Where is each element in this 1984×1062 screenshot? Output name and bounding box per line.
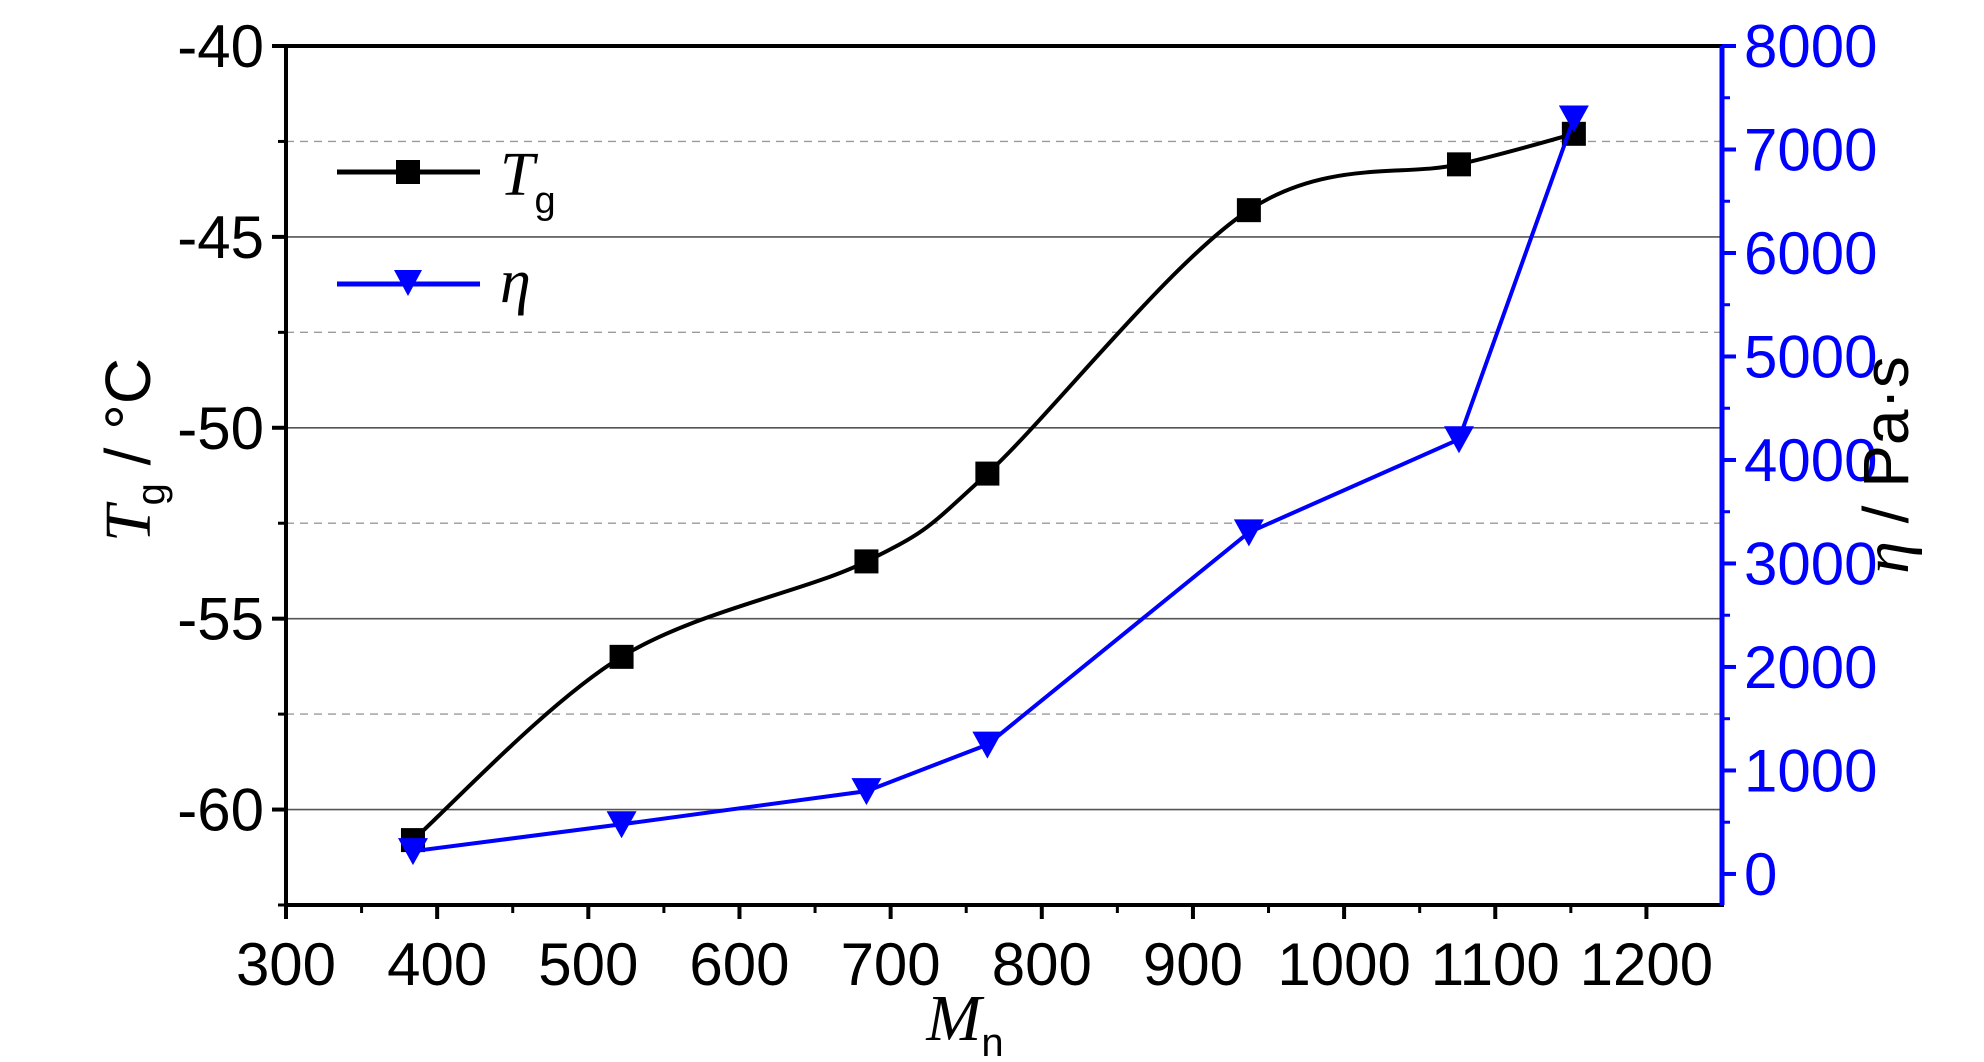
data-point-eta bbox=[1558, 105, 1589, 133]
y-right-tick-label: 4000 bbox=[1744, 427, 1877, 494]
y-left-tick-label: -45 bbox=[177, 204, 264, 271]
y-left-tick-label: -50 bbox=[177, 395, 264, 462]
data-point-tg bbox=[854, 549, 879, 574]
y-left-tick-label: -55 bbox=[177, 586, 264, 653]
legend-label-eta: η bbox=[500, 248, 531, 316]
y-right-tick-label: 1000 bbox=[1744, 737, 1877, 804]
data-point-eta bbox=[851, 778, 882, 806]
legend-label-tg: Tg bbox=[500, 141, 556, 222]
y-right-tick-label: 2000 bbox=[1744, 634, 1877, 701]
x-tick-label: 700 bbox=[841, 931, 941, 998]
y-right-tick-label: 3000 bbox=[1744, 530, 1877, 597]
x-axis-title: Mn bbox=[925, 982, 1003, 1062]
legend: Tg η bbox=[337, 141, 556, 316]
y-left-tick-label: -40 bbox=[177, 13, 264, 80]
data-point-eta bbox=[606, 811, 637, 839]
y-right-tick-label: 6000 bbox=[1744, 220, 1877, 287]
x-tick-label: 400 bbox=[387, 931, 487, 998]
data-point-eta bbox=[972, 731, 1003, 759]
x-tick-label: 1200 bbox=[1580, 931, 1713, 998]
y-right-tick-label: 5000 bbox=[1744, 323, 1877, 390]
series-layer bbox=[397, 105, 1589, 866]
data-point-eta bbox=[1443, 426, 1474, 454]
data-point-tg bbox=[1446, 152, 1471, 177]
legend-marker-tg bbox=[396, 160, 420, 184]
y-left-axis-title: Tg / °C bbox=[92, 358, 173, 542]
data-point-eta bbox=[1233, 519, 1264, 547]
gridlines bbox=[286, 140, 1722, 811]
y-right-tick-label: 0 bbox=[1744, 841, 1777, 908]
data-point-tg bbox=[1236, 198, 1261, 223]
x-tick-label: 1100 bbox=[1431, 931, 1560, 998]
legend-marker-eta bbox=[394, 270, 422, 296]
ticks-layer: 300 400 500 600 700 800 900 1000 1100 1200 -60 -55 -… bbox=[177, 13, 1877, 998]
y-right-tick-label: 7000 bbox=[1744, 116, 1877, 183]
y-left-tick-label: -60 bbox=[177, 777, 264, 844]
data-point-tg bbox=[609, 644, 634, 669]
x-tick-label: 600 bbox=[689, 931, 789, 998]
y-right-tick-label: 8000 bbox=[1744, 13, 1877, 80]
data-point-eta bbox=[397, 838, 428, 866]
x-tick-label: 500 bbox=[538, 931, 638, 998]
data-point-tg bbox=[975, 461, 1000, 486]
x-tick-label: 300 bbox=[236, 931, 336, 998]
y-right-axis-title: η / Pa·s bbox=[1850, 356, 1923, 574]
x-tick-label: 900 bbox=[1143, 931, 1243, 998]
x-tick-label: 800 bbox=[992, 931, 1092, 998]
x-tick-label: 1000 bbox=[1277, 931, 1410, 998]
